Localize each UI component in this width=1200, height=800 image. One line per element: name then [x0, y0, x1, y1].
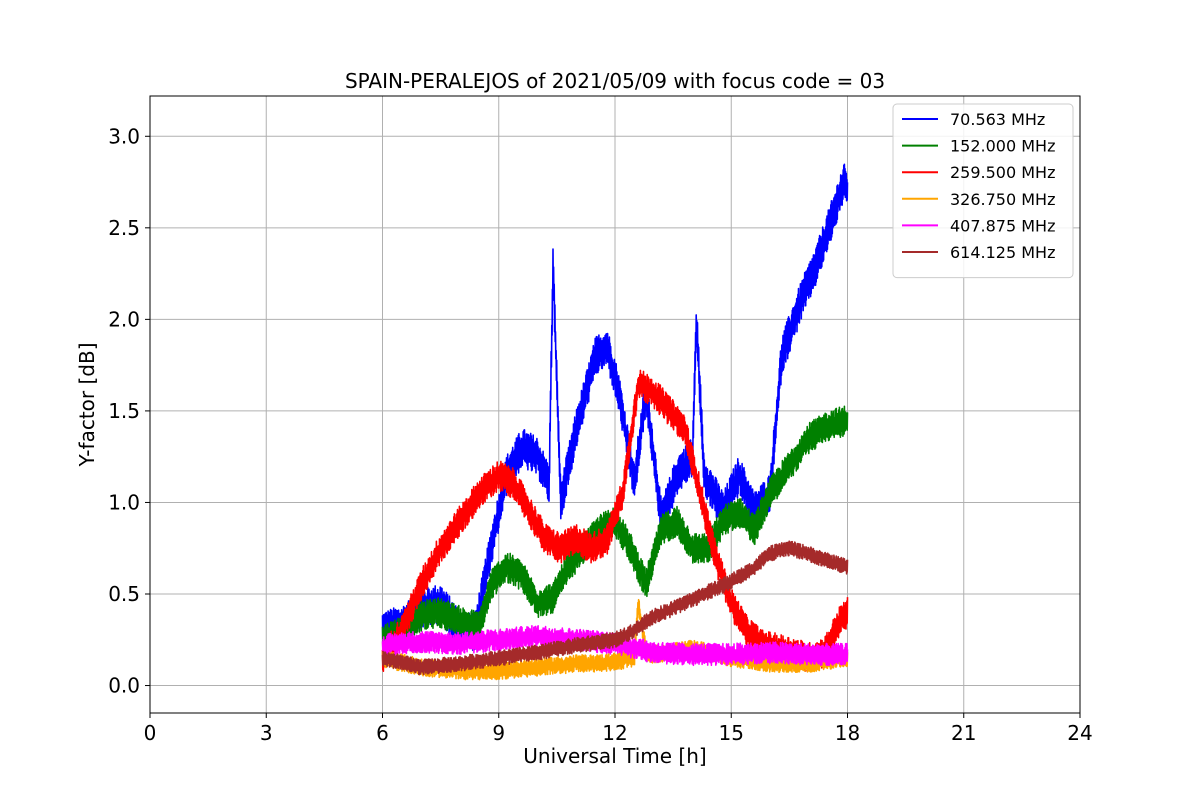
- legend-label: 152.000 MHz: [950, 137, 1055, 156]
- x-tick-label: 12: [602, 721, 627, 745]
- x-tick-label: 24: [1067, 721, 1092, 745]
- x-tick-label: 0: [144, 721, 157, 745]
- x-tick-label: 6: [376, 721, 389, 745]
- series-line-6: [381, 540, 849, 676]
- chart-title: SPAIN-PERALEJOS of 2021/05/09 with focus…: [345, 69, 885, 93]
- y-tick-label: 2.5: [108, 216, 140, 240]
- x-tick-label: 15: [719, 721, 744, 745]
- y-tick-label: 0.5: [108, 582, 140, 606]
- y-tick-label: 2.0: [108, 307, 140, 331]
- axis-ticks: 0 3 6 9 12 15 18 21 24 0.0 0.5 1.0 1.5 2.0 2.5 3.0: [108, 124, 1093, 745]
- legend-label: 407.875 MHz: [950, 216, 1055, 235]
- legend-label: 259.500 MHz: [950, 163, 1055, 182]
- y-axis-label: Y-factor [dB]: [75, 342, 99, 467]
- series-line-3: [381, 369, 849, 672]
- legend: 70.563 MHz 152.000 MHz 259.500 MHz 326.750 …: [892, 103, 1074, 279]
- x-tick-label: 3: [260, 721, 273, 745]
- y-tick-label: 0.0: [108, 674, 140, 698]
- x-tick-label: 9: [492, 721, 505, 745]
- y-tick-label: 3.0: [108, 124, 140, 148]
- legend-label: 614.125 MHz: [950, 243, 1055, 262]
- y-tick-label: 1.0: [108, 490, 140, 514]
- plot-lines: [381, 163, 849, 681]
- legend-label: 326.750 MHz: [950, 190, 1055, 209]
- legend-label: 70.563 MHz: [950, 110, 1045, 129]
- y-tick-label: 1.5: [108, 399, 140, 423]
- x-axis-label: Universal Time [h]: [523, 744, 706, 768]
- x-tick-label: 18: [835, 721, 860, 745]
- x-tick-label: 21: [951, 721, 976, 745]
- legend-box: [892, 103, 1074, 279]
